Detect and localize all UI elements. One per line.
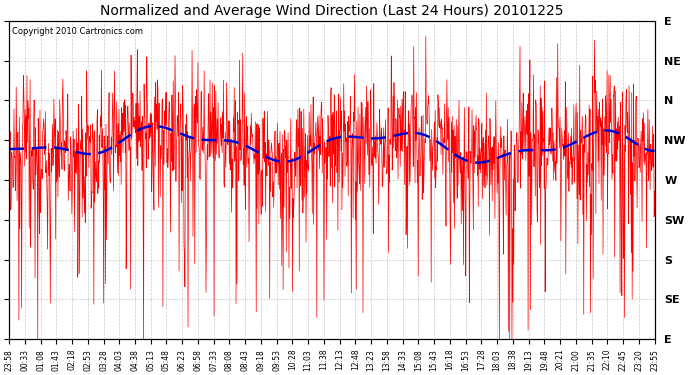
Text: Copyright 2010 Cartronics.com: Copyright 2010 Cartronics.com <box>12 27 144 36</box>
Title: Normalized and Average Wind Direction (Last 24 Hours) 20101225: Normalized and Average Wind Direction (L… <box>100 4 564 18</box>
